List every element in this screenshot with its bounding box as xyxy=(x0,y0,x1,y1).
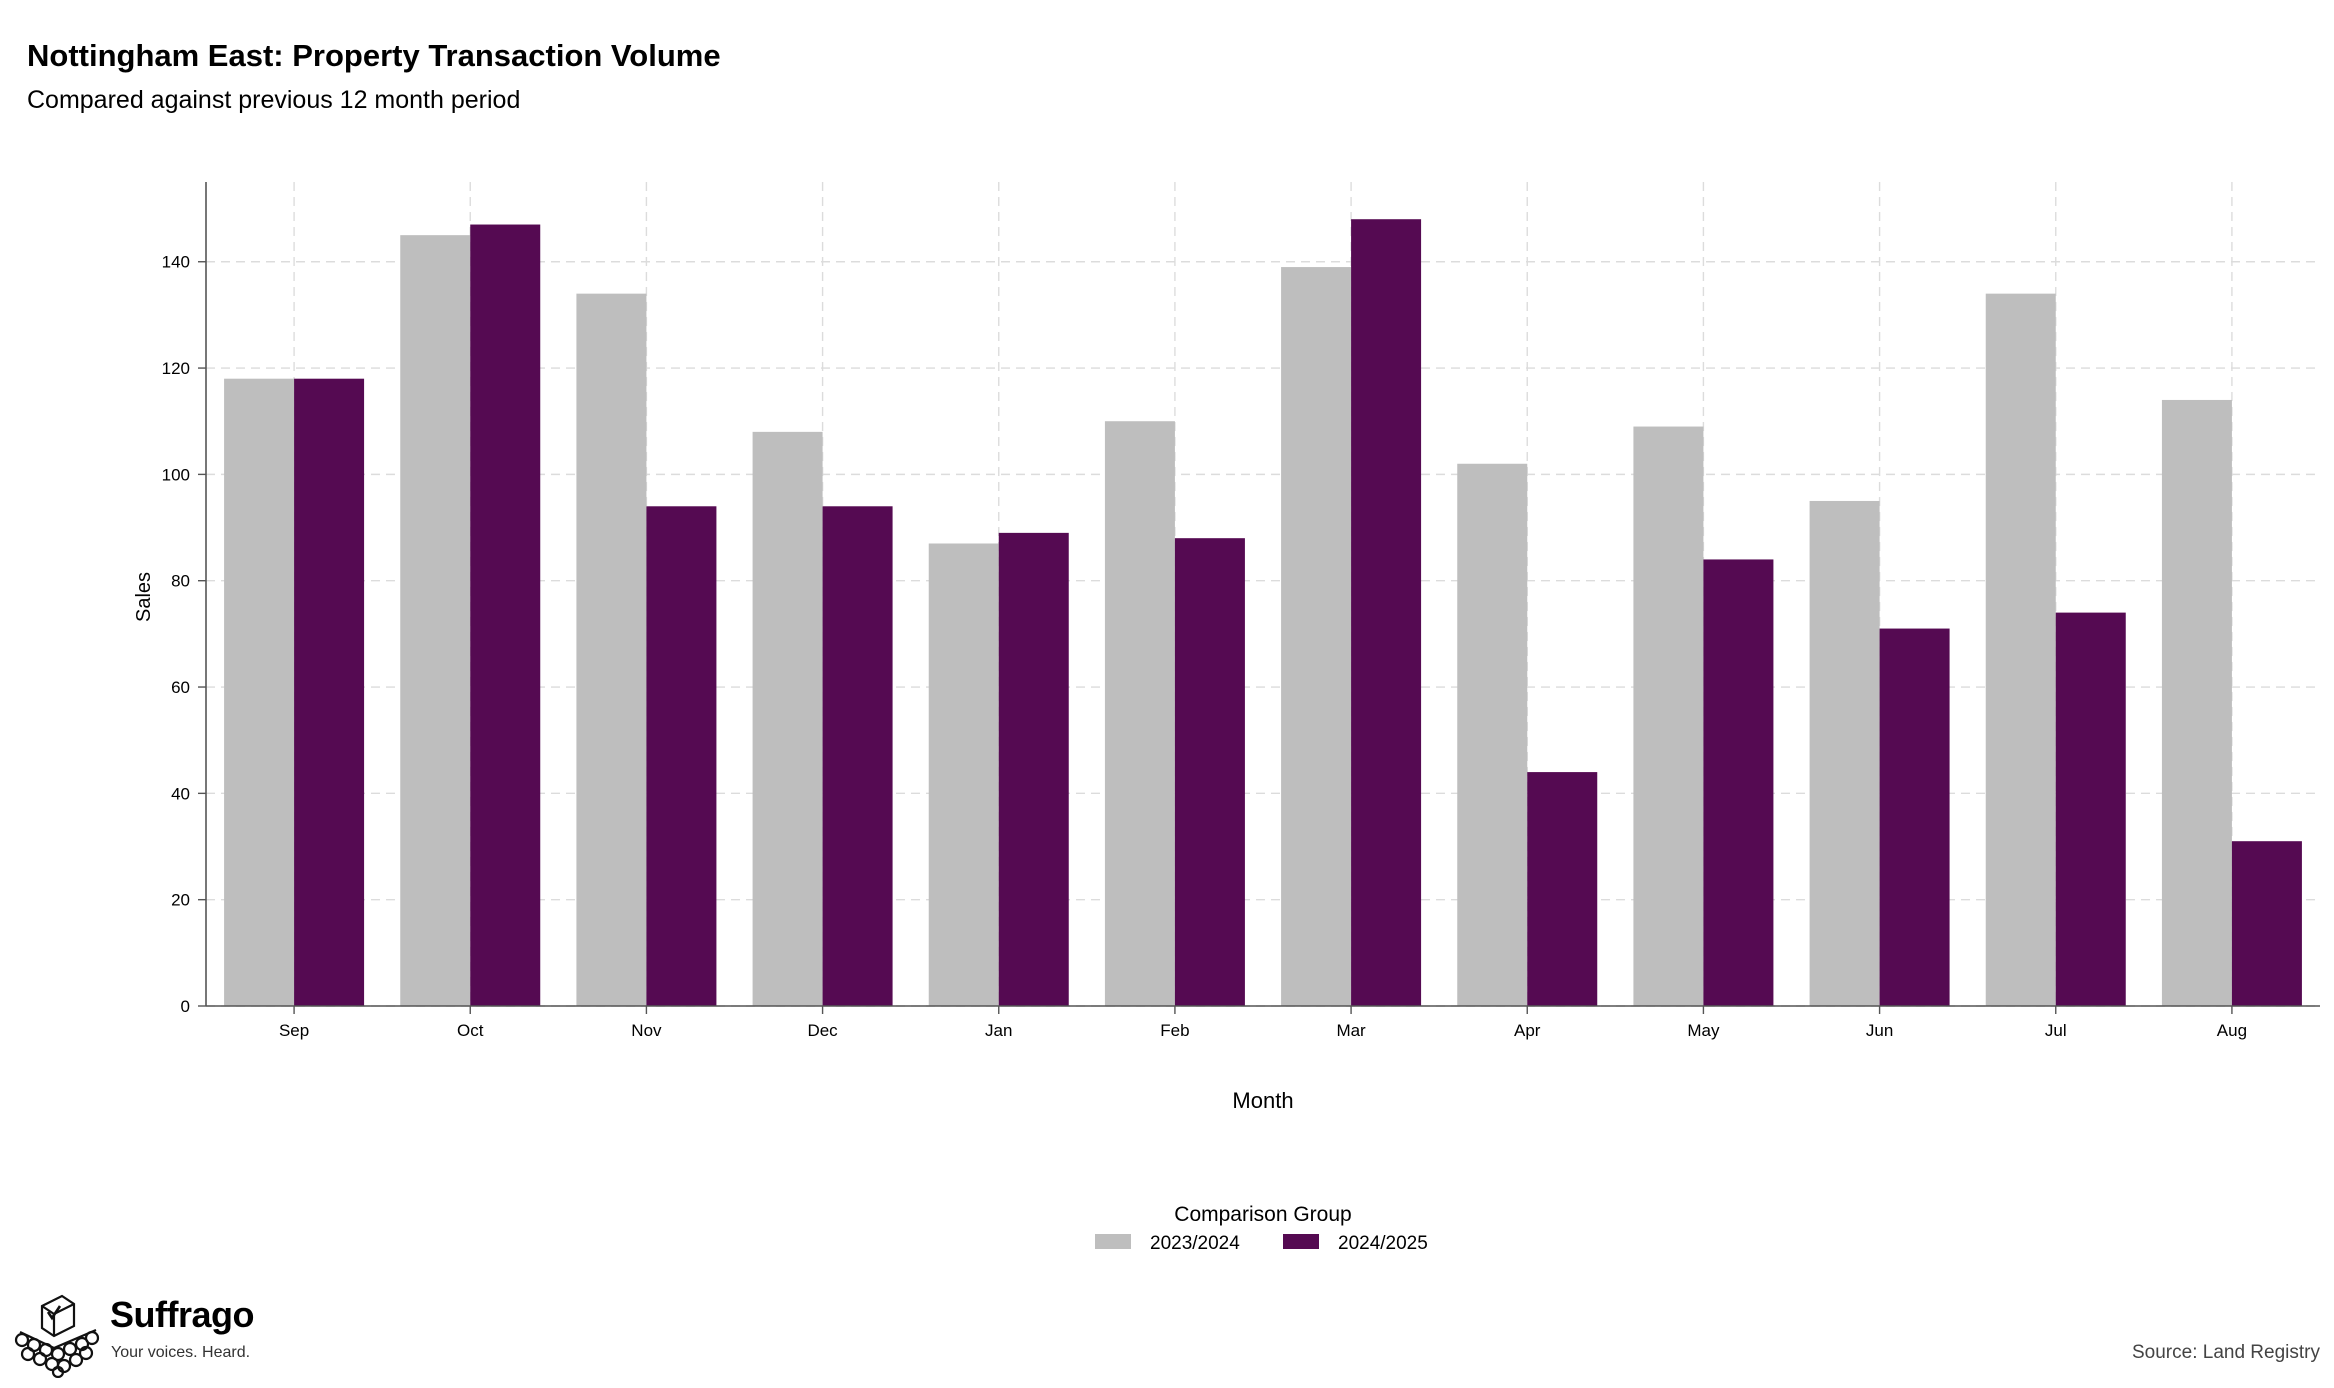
legend-label-2024-2025: 2024/2025 xyxy=(1338,1233,1428,1254)
chart-title: Nottingham East: Property Transaction Vo… xyxy=(27,38,721,73)
bar-2024-2025-feb xyxy=(1174,538,1245,1006)
bar-2023-2024-nov xyxy=(576,293,647,1007)
bar-2023-2024-aug xyxy=(2161,399,2232,1006)
y-tick-label: 60 xyxy=(171,678,190,697)
bar-2024-2025-may xyxy=(1703,559,1774,1006)
bar-2024-2025-nov xyxy=(646,506,717,1006)
legend-label-2023-2024: 2023/2024 xyxy=(1150,1233,1240,1254)
bar-2023-2024-jun xyxy=(1809,500,1880,1006)
bars xyxy=(224,219,2302,1007)
bar-2023-2024-oct xyxy=(400,235,471,1007)
y-tick-label: 40 xyxy=(171,784,190,803)
x-tick-label: Apr xyxy=(1514,1021,1541,1040)
bar-2023-2024-may xyxy=(1633,426,1704,1006)
bar-2023-2024-sep xyxy=(224,378,295,1006)
y-axis-label: Sales xyxy=(133,572,155,622)
brand-tagline: Your voices. Heard. xyxy=(111,1344,251,1361)
bar-2024-2025-jul xyxy=(2055,612,2126,1006)
bar-2023-2024-feb xyxy=(1104,421,1175,1006)
legend: Comparison Group 2023/2024 2024/2025 xyxy=(1095,1203,1428,1254)
legend-swatch-2024-2025 xyxy=(1283,1234,1319,1249)
bar-2024-2025-aug xyxy=(2231,841,2302,1006)
source-note: Source: Land Registry xyxy=(2132,1342,2320,1363)
x-tick-label: Oct xyxy=(457,1021,484,1040)
bar-2023-2024-dec xyxy=(752,431,823,1007)
x-tick-label: Mar xyxy=(1336,1021,1366,1040)
brand-block: Suffrago Your voices. Heard. xyxy=(12,1292,272,1382)
bar-2024-2025-dec xyxy=(822,506,893,1006)
bar-2024-2025-mar xyxy=(1351,219,1422,1007)
bar-2023-2024-jan xyxy=(928,543,999,1006)
brand-name: Suffrago xyxy=(110,1294,255,1335)
axes: 0 20 40 60 80 100 120 140 Sep Oct Nov Dec Jan Feb Mar A… xyxy=(162,182,2320,1040)
x-tick-label: Sep xyxy=(279,1021,309,1040)
bar-2024-2025-oct xyxy=(470,224,541,1006)
x-tick-label: Jun xyxy=(1866,1021,1893,1040)
y-tick-label: 0 xyxy=(181,997,190,1016)
bar-2024-2025-jun xyxy=(1879,628,1950,1006)
chart-subtitle: Compared against previous 12 month perio… xyxy=(27,86,521,114)
legend-swatch-2023-2024 xyxy=(1095,1234,1131,1249)
x-tick-label: Aug xyxy=(2217,1021,2247,1040)
x-tick-label: Feb xyxy=(1160,1021,1189,1040)
x-tick-label: Jan xyxy=(985,1021,1012,1040)
bar-2024-2025-sep xyxy=(294,378,365,1006)
x-tick-label: May xyxy=(1687,1021,1720,1040)
y-tick-label: 120 xyxy=(162,359,190,378)
x-tick-label: Jul xyxy=(2045,1021,2067,1040)
bar-2024-2025-jan xyxy=(998,532,1069,1006)
x-tick-label: Dec xyxy=(807,1021,838,1040)
bar-2023-2024-apr xyxy=(1457,463,1528,1006)
y-tick-label: 140 xyxy=(162,253,190,272)
ballot-box-crowd-logo xyxy=(14,1294,100,1378)
y-tick-label: 20 xyxy=(171,891,190,910)
bar-2024-2025-apr xyxy=(1527,772,1598,1006)
y-tick-label: 100 xyxy=(162,465,190,484)
bar-2023-2024-mar xyxy=(1281,267,1352,1006)
y-tick-label: 80 xyxy=(171,572,190,591)
legend-title: Comparison Group xyxy=(1174,1203,1351,1226)
bar-2023-2024-jul xyxy=(1985,293,2056,1007)
x-axis-label: Month xyxy=(1232,1088,1293,1113)
x-tick-label: Nov xyxy=(631,1021,662,1040)
